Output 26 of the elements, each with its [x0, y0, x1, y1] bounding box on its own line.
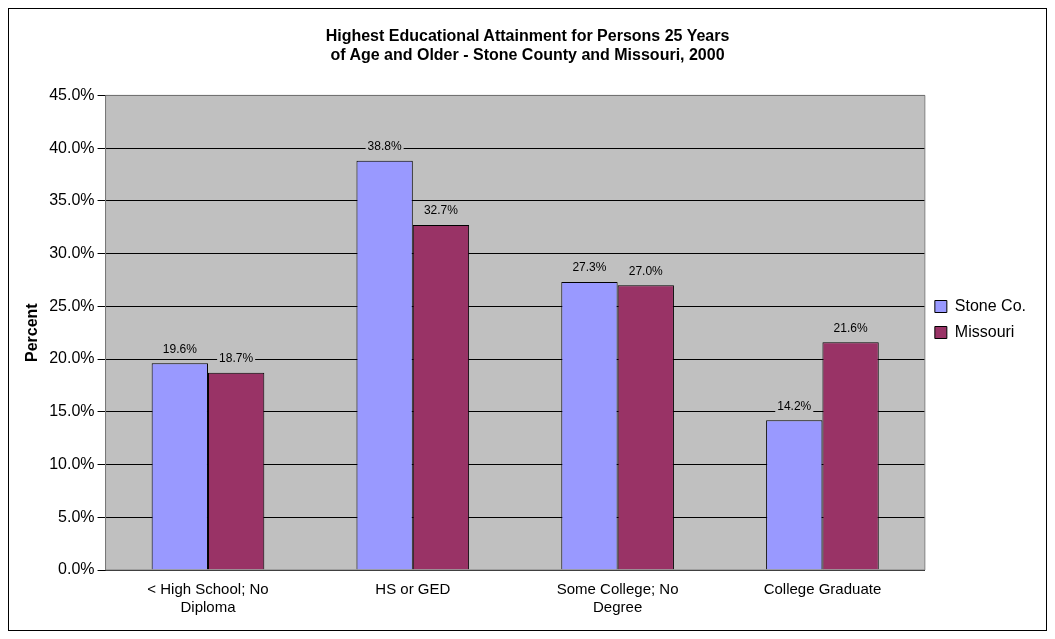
y-tick-label: 25.0%: [49, 296, 95, 314]
data-label: 21.6%: [833, 320, 868, 335]
y-tick-label: 35.0%: [49, 191, 95, 209]
y-axis-title: Percent: [23, 302, 41, 363]
legend-label: Missouri: [954, 322, 1015, 340]
x-tick-label: Some College; No Degree: [556, 580, 679, 616]
data-label: 32.7%: [423, 203, 459, 218]
data-label: 19.6%: [162, 341, 198, 356]
data-label: 14.2%: [777, 398, 812, 413]
y-tick-label: 40.0%: [49, 138, 95, 156]
y-tick-label: 10.0%: [49, 454, 95, 472]
x-tick-label: < High School; No Diploma: [147, 580, 269, 616]
chart-title: Highest Educational Attainment for Persons 25 Years of Age and Older - Stone County and Missouri, 2000: [325, 27, 730, 64]
y-tick-label: 45.0%: [49, 85, 95, 103]
x-tick-label: HS or GED: [375, 580, 451, 598]
y-tick-label: 20.0%: [49, 349, 95, 367]
data-label: 38.8%: [367, 139, 402, 154]
y-tick-label: 15.0%: [49, 402, 95, 420]
data-label: 27.0%: [628, 263, 664, 278]
y-tick-label: 0.0%: [58, 560, 95, 578]
data-label: 18.7%: [219, 351, 254, 366]
y-tick-label: 30.0%: [49, 244, 95, 262]
legend-label: Stone Co.: [954, 296, 1026, 314]
x-tick-label: College Graduate: [763, 580, 882, 598]
data-label: 27.3%: [572, 260, 607, 275]
y-tick-label: 5.0%: [58, 507, 95, 525]
